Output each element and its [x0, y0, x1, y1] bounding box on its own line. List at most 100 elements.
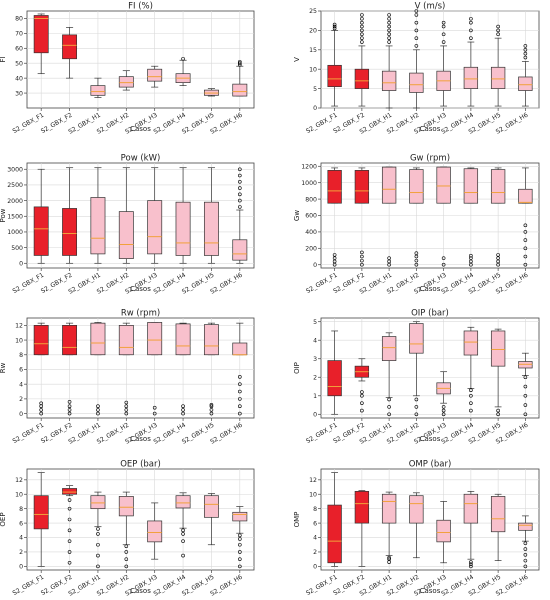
outlier-point — [496, 408, 500, 413]
x-tick-label: S2_GBX_F1 — [12, 422, 46, 446]
outlier-point — [238, 557, 242, 561]
box-S2_GBX_H3 — [147, 167, 163, 264]
outlier-point — [332, 253, 337, 257]
box-S2_GBX_H5 — [203, 322, 219, 416]
box-S2_GBX_H4 — [175, 322, 191, 416]
box-iqr — [232, 239, 248, 261]
y-tick-label: 5 — [313, 319, 317, 326]
box-S2_GBX_H3 — [147, 322, 163, 416]
y-tick-label: 1200 — [301, 163, 317, 170]
outlier-point — [96, 564, 100, 569]
outlier-point — [523, 230, 528, 234]
box-iqr — [90, 85, 106, 96]
box-S2_GBX_F2 — [354, 358, 370, 413]
box-S2_GBX_H4 — [463, 16, 479, 107]
y-axis-label: Rw — [0, 362, 7, 373]
outlier-point — [414, 36, 419, 40]
box-S2_GBX_F2 — [62, 167, 78, 264]
outlier-point — [39, 408, 43, 412]
box-S2_GBX_H5 — [490, 493, 506, 561]
outlier-point — [441, 40, 446, 44]
box-S2_GBX_H2 — [118, 70, 134, 91]
outlier-point — [469, 393, 473, 398]
outlier-point — [441, 412, 446, 417]
outlier-point — [124, 408, 129, 412]
y-tick-label: 600 — [305, 213, 317, 220]
outlier-point — [414, 251, 419, 256]
outlier-point — [238, 61, 242, 66]
box-iqr — [327, 64, 342, 88]
outlier-point — [332, 22, 337, 27]
outlier-point — [238, 382, 242, 386]
chart-panel-5: 024681012S2_GBX_F1S2_GBX_F2S2_GBX_H1S2_G… — [0, 309, 255, 446]
outlier-point — [496, 412, 500, 417]
box-iqr — [175, 323, 191, 356]
box-S2_GBX_F1 — [327, 472, 342, 567]
outlier-point — [414, 44, 419, 48]
y-tick-label: 12 — [15, 323, 23, 330]
x-axis-label: Casos — [420, 435, 441, 443]
outlier-point — [387, 256, 391, 260]
outlier-point — [441, 408, 446, 413]
outlier-point — [67, 550, 72, 554]
box-iqr — [232, 511, 248, 522]
outlier-point — [124, 400, 129, 405]
plot-area — [26, 162, 255, 269]
box-iqr — [147, 520, 163, 543]
y-tick-label: 0 — [313, 564, 317, 571]
outlier-point — [181, 411, 185, 416]
box-iqr — [463, 66, 479, 89]
box-S2_GBX_H6 — [232, 167, 248, 264]
outlier-point — [387, 555, 391, 560]
box-S2_GBX_F2 — [354, 13, 370, 107]
box-iqr — [33, 206, 49, 256]
outlier-point — [238, 564, 242, 569]
chart-panel-4: 020040060080010001200S2_GBX_F1S2_GBX_F2S… — [293, 154, 540, 296]
x-tick-label: S2_GBX_H6 — [209, 574, 244, 598]
box-iqr — [232, 83, 248, 97]
outlier-point — [360, 13, 364, 17]
y-tick-label: 25 — [309, 8, 317, 15]
box-iqr — [409, 169, 424, 204]
box-S2_GBX_H6 — [518, 167, 533, 267]
box-iqr — [203, 324, 219, 356]
box-iqr — [490, 496, 506, 533]
box-iqr — [381, 493, 397, 524]
y-axis-label: OIP — [293, 362, 301, 374]
box-iqr — [463, 493, 479, 524]
outlier-point — [238, 186, 242, 190]
outlier-point — [360, 32, 364, 37]
box-iqr — [490, 169, 506, 204]
box-iqr — [381, 70, 397, 91]
box-iqr — [409, 495, 424, 524]
outlier-point — [387, 16, 391, 21]
outlier-point — [523, 564, 528, 569]
chart-title: FI (%) — [128, 2, 153, 12]
x-tick-label: S2_GBX_F1 — [12, 112, 46, 136]
x-axis-label: Casos — [420, 587, 441, 595]
outlier-point — [332, 26, 337, 31]
outlier-point — [209, 402, 214, 407]
chart-title: Rw (rpm) — [121, 309, 160, 319]
outlier-point — [387, 557, 391, 561]
box-S2_GBX_H2 — [118, 491, 134, 569]
box-iqr — [409, 72, 424, 93]
y-tick-label: 30 — [15, 90, 23, 97]
outlier-point — [387, 40, 391, 44]
box-iqr — [147, 68, 163, 82]
box-S2_GBX_H6 — [232, 59, 248, 97]
box-S2_GBX_H6 — [232, 322, 248, 416]
y-tick-label: 20 — [309, 28, 317, 35]
outlier-point — [496, 28, 500, 33]
box-iqr — [33, 495, 49, 530]
box-S2_GBX_F2 — [354, 490, 370, 567]
outlier-point — [238, 173, 242, 178]
outlier-point — [238, 192, 242, 197]
outlier-point — [124, 404, 129, 409]
box-iqr — [463, 168, 479, 204]
y-tick-label: 0 — [313, 262, 317, 269]
box-iqr — [33, 15, 49, 54]
outlier-point — [414, 28, 419, 33]
box-S2_GBX_H3 — [147, 65, 163, 88]
y-tick-label: 1000 — [301, 180, 317, 187]
